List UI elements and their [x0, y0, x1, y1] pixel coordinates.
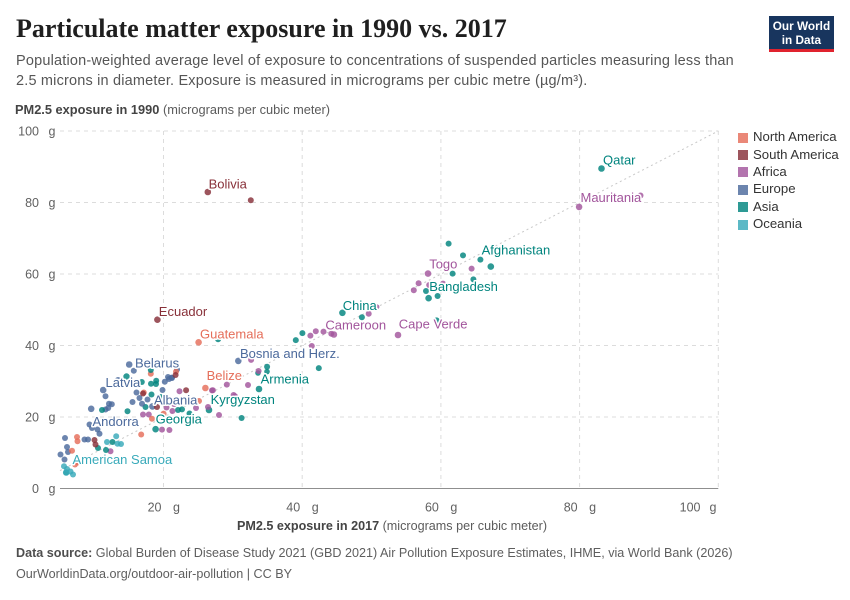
svg-text:g: g [49, 124, 56, 138]
svg-text:100: 100 [18, 124, 39, 138]
svg-text:Afghanistan: Afghanistan [482, 242, 551, 257]
svg-text:g: g [49, 410, 56, 424]
svg-text:g: g [450, 501, 457, 515]
svg-text:Armenia: Armenia [261, 372, 310, 387]
svg-text:80: 80 [564, 501, 578, 515]
svg-text:g: g [710, 501, 717, 515]
svg-text:60: 60 [25, 267, 39, 281]
svg-text:Ecuador: Ecuador [159, 304, 208, 319]
svg-text:40: 40 [25, 339, 39, 353]
svg-text:20: 20 [25, 410, 39, 424]
svg-text:20: 20 [148, 501, 162, 515]
svg-text:80: 80 [25, 196, 39, 210]
svg-text:China: China [343, 298, 378, 313]
svg-text:Georgia: Georgia [156, 412, 203, 427]
svg-text:g: g [49, 267, 56, 281]
svg-text:g: g [49, 482, 56, 496]
svg-text:Kyrgyzstan: Kyrgyzstan [211, 392, 275, 407]
svg-text:Mauritania: Mauritania [581, 190, 642, 205]
svg-text:Albania: Albania [154, 392, 198, 407]
svg-text:g: g [49, 339, 56, 353]
svg-text:Qatar: Qatar [603, 153, 636, 168]
svg-text:Togo: Togo [429, 256, 457, 271]
svg-text:Cape Verde: Cape Verde [399, 316, 468, 331]
svg-text:Guatemala: Guatemala [200, 327, 264, 342]
svg-text:American Samoa: American Samoa [73, 452, 173, 467]
svg-text:g: g [49, 196, 56, 210]
svg-text:0: 0 [32, 482, 39, 496]
svg-text:60: 60 [425, 501, 439, 515]
svg-text:g: g [589, 501, 596, 515]
svg-text:Bangladesh: Bangladesh [429, 279, 498, 294]
svg-text:Bosnia and Herz.: Bosnia and Herz. [240, 346, 340, 361]
svg-text:100: 100 [680, 501, 701, 515]
svg-text:g: g [312, 501, 319, 515]
svg-text:Latvia: Latvia [106, 375, 141, 390]
svg-text:Belize: Belize [207, 368, 242, 383]
svg-text:Andorra: Andorra [93, 414, 140, 429]
svg-text:Cameroon: Cameroon [325, 318, 386, 333]
svg-text:40: 40 [286, 501, 300, 515]
svg-text:g: g [173, 501, 180, 515]
svg-text:Bolivia: Bolivia [209, 177, 248, 192]
svg-text:Belarus: Belarus [135, 356, 180, 371]
